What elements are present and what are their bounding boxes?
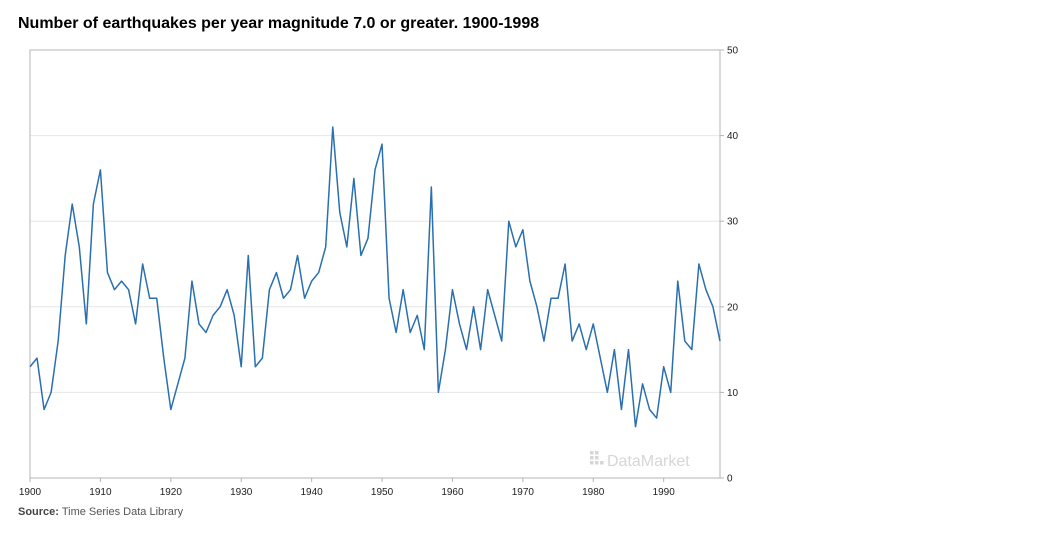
y-tick-label: 20 — [727, 302, 739, 313]
y-tick-label: 50 — [727, 46, 739, 57]
logo-dot — [595, 461, 599, 465]
x-tick-label: 1970 — [512, 487, 535, 498]
source-line: Source: Time Series Data Library — [18, 506, 183, 518]
y-tick-label: 40 — [727, 131, 739, 142]
datamarket-watermark: DataMarket — [590, 451, 690, 470]
x-tick-label: 1930 — [230, 487, 253, 498]
x-tick-label: 1900 — [19, 487, 42, 498]
x-tick-label: 1940 — [301, 487, 324, 498]
y-tick-label: 10 — [727, 388, 739, 399]
x-tick-label: 1960 — [441, 487, 464, 498]
source-text: Time Series Data Library — [61, 506, 184, 518]
chart-title: Number of earthquakes per year magnitude… — [18, 15, 540, 32]
x-axis: 1900 1910 1920 1930 1940 1950 1960 1970 1980 1990 — [19, 478, 675, 498]
logo-dot — [590, 451, 594, 455]
gridlines — [30, 135, 720, 393]
logo-dot — [600, 461, 604, 465]
logo-dot — [590, 461, 594, 465]
logo-dot — [595, 451, 599, 455]
logo-dot — [595, 456, 599, 460]
x-tick-label: 1920 — [160, 487, 183, 498]
series-line-0 — [29, 126, 721, 428]
datamarket-logo-icon — [590, 451, 604, 465]
plot-area-frame — [29, 49, 721, 479]
x-tick-label: 1910 — [89, 487, 112, 498]
y-axis: 0 10 20 30 40 50 — [720, 46, 739, 485]
y-tick-label: 30 — [727, 217, 739, 228]
series-layer — [29, 126, 721, 428]
watermark-text: DataMarket — [607, 453, 690, 470]
x-tick-label: 1950 — [371, 487, 394, 498]
logo-dot — [590, 456, 594, 460]
y-tick-label: 0 — [727, 474, 733, 485]
source-label: Source: — [18, 506, 59, 518]
x-tick-label: 1990 — [653, 487, 676, 498]
x-tick-label: 1980 — [582, 487, 605, 498]
